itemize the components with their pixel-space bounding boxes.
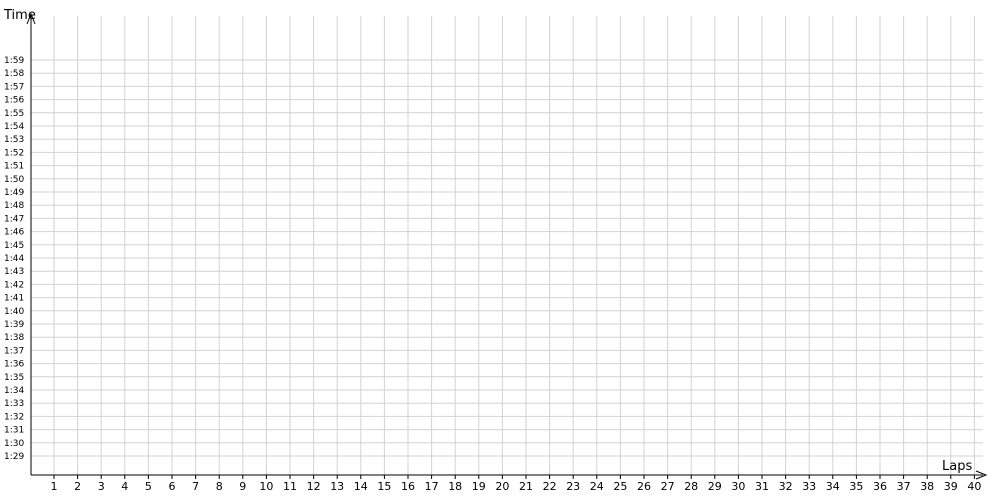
y-tick-label: 1:37 [4, 346, 24, 356]
y-tick-label: 1:33 [4, 399, 24, 409]
y-tick-label: 1:48 [4, 201, 24, 211]
y-tick-label: 1:53 [4, 135, 24, 145]
y-tick-label: 1:31 [4, 426, 24, 436]
axes [26, 12, 988, 480]
x-tick-label: 2 [74, 480, 81, 493]
y-tick-label: 1:49 [4, 188, 24, 198]
y-tick-label: 1:30 [4, 439, 24, 449]
y-tick-label: 1:41 [4, 294, 24, 304]
x-axis-title: Laps [942, 459, 972, 474]
x-tick-label: 3 [98, 480, 105, 493]
x-tick-label: 11 [283, 480, 297, 493]
x-tick-label: 31 [755, 480, 769, 493]
x-tick-label: 20 [495, 480, 509, 493]
x-tick-label: 29 [708, 480, 722, 493]
y-tick-label: 1:58 [4, 69, 24, 79]
x-tick-label: 24 [590, 480, 604, 493]
x-tick-label: 8 [216, 480, 223, 493]
x-tick-label: 27 [661, 480, 675, 493]
y-tick-label: 1:36 [4, 360, 24, 370]
x-tick-label: 35 [849, 480, 863, 493]
x-tick-label: 37 [897, 480, 911, 493]
x-tick-label: 15 [377, 480, 391, 493]
x-tick-label: 10 [259, 480, 273, 493]
x-tick-label: 38 [920, 480, 934, 493]
x-tick-label: 32 [779, 480, 793, 493]
x-tick-label: 23 [566, 480, 580, 493]
y-tick-label: 1:43 [4, 267, 24, 277]
x-tick-label: 25 [613, 480, 627, 493]
x-tick-label: 13 [330, 480, 344, 493]
y-axis-arrow [26, 12, 36, 25]
x-tick-label: 7 [192, 480, 199, 493]
x-tick-label: 5 [145, 480, 152, 493]
y-tick-label: 1:44 [4, 254, 24, 264]
y-tick-label: 1:42 [4, 280, 24, 290]
y-tick-label: 1:52 [4, 148, 24, 158]
x-tick-label: 16 [401, 480, 415, 493]
y-tick-labels: 1:29 1:30 1:31 1:32 1:33 1:34 1:35 1:36 1:37 1:38… [4, 56, 24, 462]
x-tick-labels: 1 2 3 4 5 6 7 8 9 10 11 12 13 14 15 16 17 18 19 20 21 22 23 24 2… [51, 480, 982, 493]
y-tick-label: 1:34 [4, 386, 24, 396]
x-tick-label: 21 [519, 480, 533, 493]
x-tick-label: 40 [967, 480, 981, 493]
x-tick-label: 28 [684, 480, 698, 493]
y-tick-label: 1:56 [4, 96, 24, 106]
y-tick-label: 1:57 [4, 82, 24, 92]
y-tick-label: 1:55 [4, 109, 24, 119]
x-tick-label: 34 [826, 480, 840, 493]
x-axis-arrow [975, 470, 988, 480]
x-tick-label: 6 [169, 480, 176, 493]
y-tick-label: 1:50 [4, 175, 24, 185]
y-tick-label: 1:38 [4, 333, 24, 343]
x-tick-label: 1 [51, 480, 58, 493]
y-tick-label: 1:45 [4, 241, 24, 251]
x-tick-label: 39 [944, 480, 958, 493]
y-tick-label: 1:59 [4, 56, 24, 66]
x-tick-label: 9 [239, 480, 246, 493]
y-tick-label: 1:54 [4, 122, 24, 132]
x-tick-label: 14 [354, 480, 368, 493]
y-axis-title: Time [3, 8, 36, 23]
x-tick-label: 30 [731, 480, 745, 493]
x-tick-label: 17 [425, 480, 439, 493]
x-tick-label: 18 [448, 480, 462, 493]
x-tick-label: 22 [543, 480, 557, 493]
x-tick-label: 33 [802, 480, 816, 493]
y-tick-label: 1:47 [4, 214, 24, 224]
y-tick-label: 1:51 [4, 162, 24, 172]
y-tick-label: 1:35 [4, 373, 24, 383]
y-tick-label: 1:40 [4, 307, 24, 317]
x-tick-label: 4 [121, 480, 128, 493]
y-tick-label: 1:32 [4, 412, 24, 422]
y-tick-label: 1:29 [4, 452, 24, 462]
x-tick-label: 19 [472, 480, 486, 493]
y-tick-label: 1:39 [4, 320, 24, 330]
y-tick-label: 1:46 [4, 228, 24, 238]
x-tick-label: 12 [307, 480, 321, 493]
x-tick-label: 36 [873, 480, 887, 493]
grid-lines [31, 16, 983, 479]
x-tick-label: 26 [637, 480, 651, 493]
